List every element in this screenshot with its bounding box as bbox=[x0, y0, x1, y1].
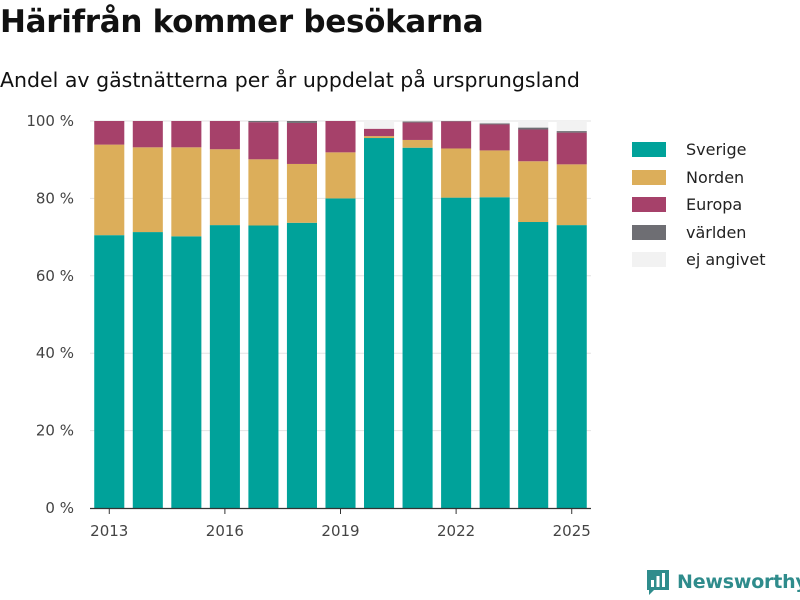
bar-segment bbox=[518, 121, 549, 128]
legend-swatch bbox=[632, 224, 666, 240]
legend-label: Sverige bbox=[686, 140, 747, 160]
axes: 0 % 20 % 40 % 60 % 80 % 100 % 2013 2016 2019 2022… bbox=[26, 112, 591, 540]
bar-segment bbox=[171, 121, 202, 148]
bar-segment bbox=[94, 235, 125, 509]
bar-segment bbox=[171, 236, 202, 509]
y-tick-label: 60 % bbox=[36, 267, 74, 285]
bar-segment bbox=[364, 121, 395, 129]
bar-segment bbox=[364, 138, 395, 508]
bar-segment bbox=[441, 121, 472, 149]
bar-segment bbox=[479, 123, 510, 125]
legend-swatch bbox=[632, 252, 666, 268]
bar-segment bbox=[518, 161, 549, 223]
x-tick-label: 2016 bbox=[206, 522, 244, 540]
x-tick-label: 2019 bbox=[321, 522, 359, 540]
bar-segment bbox=[402, 121, 433, 123]
bar-segment bbox=[556, 131, 587, 133]
legend-swatch bbox=[632, 142, 666, 158]
bar-chart-icon bbox=[647, 570, 669, 595]
bar-segment bbox=[209, 225, 240, 508]
bar-segment bbox=[518, 222, 549, 508]
legend-item: Europa bbox=[632, 191, 766, 219]
bar-segment bbox=[402, 147, 433, 508]
bar-segment bbox=[286, 222, 317, 508]
bar-segment bbox=[248, 159, 279, 226]
bar-segment bbox=[479, 150, 510, 198]
x-tick-label: 2022 bbox=[437, 522, 475, 540]
legend-item: ej angivet bbox=[632, 246, 766, 274]
bar-segment bbox=[248, 225, 279, 509]
bar-segment bbox=[441, 148, 472, 198]
legend-item: Norden bbox=[632, 164, 766, 192]
bar-segment bbox=[325, 198, 356, 508]
legend-label: Norden bbox=[686, 167, 745, 187]
bar-segment bbox=[402, 122, 433, 140]
bar-segment bbox=[132, 147, 163, 233]
chart-title: Härifrån kommer besökarna bbox=[0, 4, 484, 40]
bar-segment bbox=[479, 124, 510, 151]
bar-segment bbox=[479, 121, 510, 124]
bar-segment bbox=[325, 121, 356, 153]
chart-subtitle: Andel av gästnätterna per år uppdelat på… bbox=[0, 68, 580, 92]
x-tick-label: 2025 bbox=[553, 522, 591, 540]
y-tick-label: 40 % bbox=[36, 344, 74, 362]
bar-segment bbox=[286, 163, 317, 223]
legend-label: Europa bbox=[686, 195, 743, 215]
bar-segment bbox=[518, 127, 549, 130]
bar-segment bbox=[556, 225, 587, 508]
legend-label: ej angivet bbox=[686, 250, 766, 270]
bar-segment bbox=[209, 149, 240, 226]
legend: Sverige Norden Europa världen ej angivet bbox=[632, 136, 766, 274]
bar-segment bbox=[94, 121, 125, 145]
y-tick-label: 80 % bbox=[36, 189, 74, 207]
bar-segment bbox=[248, 122, 279, 160]
bar-segment bbox=[364, 136, 395, 139]
brand-name: Newsworthy bbox=[677, 571, 800, 593]
bar-segment bbox=[209, 121, 240, 150]
bar-segment bbox=[441, 197, 472, 508]
legend-label: världen bbox=[686, 222, 747, 242]
legend-swatch bbox=[632, 169, 666, 185]
bar-segment bbox=[364, 128, 395, 137]
legend-item: Sverige bbox=[632, 136, 766, 164]
y-tick-label: 20 % bbox=[36, 422, 74, 440]
brand-logo: Newsworthy bbox=[645, 568, 800, 596]
bar-segment bbox=[518, 129, 549, 162]
x-tick-label: 2013 bbox=[90, 522, 128, 540]
bar-segment bbox=[402, 139, 433, 148]
y-tick-label: 0 % bbox=[45, 499, 74, 517]
legend-swatch bbox=[632, 197, 666, 213]
y-tick-label: 100 % bbox=[26, 112, 74, 130]
bar-segment bbox=[248, 121, 279, 123]
bar-segment bbox=[132, 121, 163, 148]
bar-segment bbox=[479, 197, 510, 508]
bar-segment bbox=[132, 232, 163, 508]
bar-segment bbox=[556, 121, 587, 132]
bar-segment bbox=[286, 122, 317, 164]
bar-segment bbox=[171, 147, 202, 237]
legend-item: världen bbox=[632, 219, 766, 247]
bar-segment bbox=[94, 144, 125, 236]
bar-segment bbox=[556, 132, 587, 165]
bar-segment bbox=[286, 121, 317, 123]
bar-segment bbox=[556, 164, 587, 226]
bar-segment bbox=[325, 152, 356, 199]
bars bbox=[94, 121, 587, 509]
